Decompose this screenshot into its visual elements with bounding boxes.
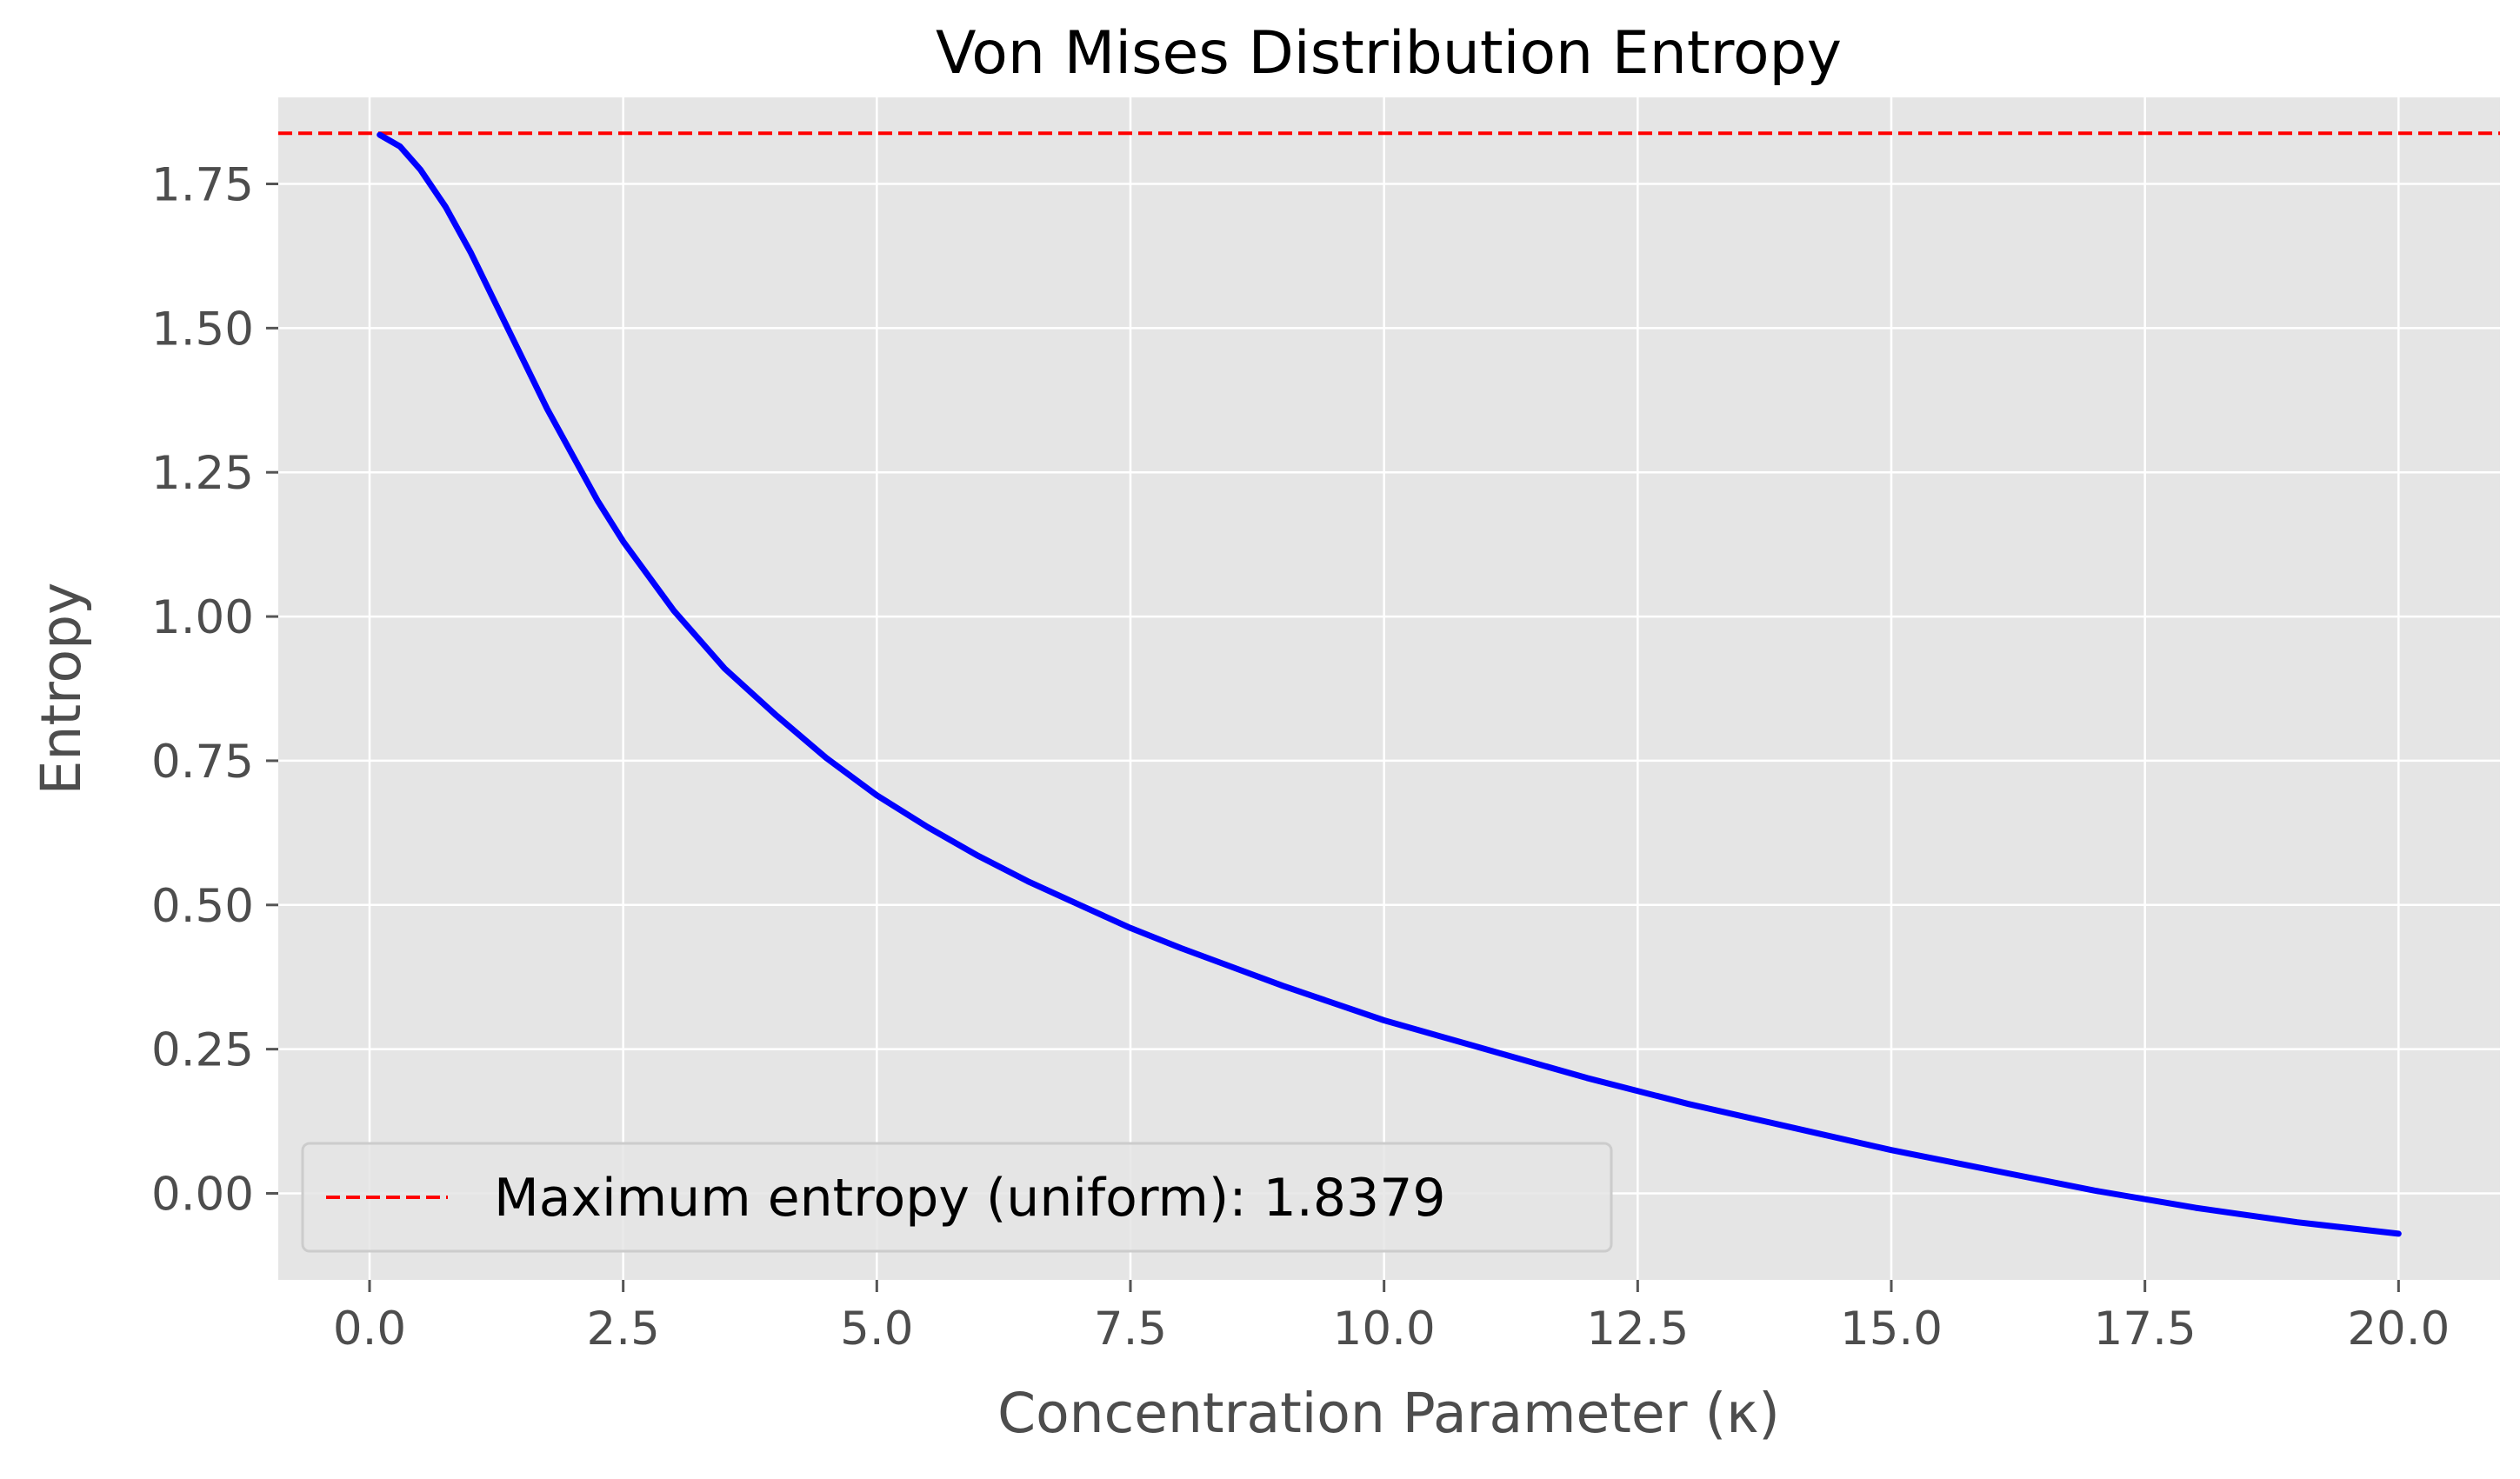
y-tick-label: 0.25 xyxy=(151,1024,254,1077)
y-tick-label: 1.00 xyxy=(151,591,254,644)
series-layer xyxy=(278,131,2500,1237)
x-tick-label: 2.5 xyxy=(587,1302,660,1356)
axis-ticks: 0.0 2.5 5.0 7.5 10.0 12.5 15.0 17.5 20.0 0.00 0.25… xyxy=(151,159,2450,1356)
y-tick-label: 0.75 xyxy=(151,736,254,789)
y-tick-label: 1.75 xyxy=(151,159,254,212)
legend: Maximum entropy (uniform): 1.8379 xyxy=(301,1142,1613,1253)
x-tick-label: 17.5 xyxy=(2094,1302,2197,1356)
legend-box xyxy=(301,1142,1613,1253)
y-axis-label: Entropy xyxy=(30,583,93,796)
y-tick-label: 0.00 xyxy=(151,1168,254,1221)
x-tick-label: 15.0 xyxy=(1840,1302,1943,1356)
x-tick-label: 5.0 xyxy=(840,1302,913,1356)
y-tick-label: 0.50 xyxy=(151,880,254,933)
legend-label: Maximum entropy (uniform): 1.8379 xyxy=(494,1168,1446,1229)
chart-title: Von Mises Distribution Entropy xyxy=(936,19,1842,88)
x-tick-label: 12.5 xyxy=(1586,1302,1689,1356)
x-tick-label: 0.0 xyxy=(333,1302,406,1356)
x-axis-label: Concentration Parameter (κ) xyxy=(997,1382,1780,1445)
y-tick-label: 1.50 xyxy=(151,303,254,356)
y-tick-label: 1.25 xyxy=(151,447,254,500)
plot-background xyxy=(278,97,2500,1280)
x-tick-label: 20.0 xyxy=(2347,1302,2450,1356)
x-tick-label: 7.5 xyxy=(1094,1302,1167,1356)
grid-lines xyxy=(278,97,2500,1280)
x-tick-label: 10.0 xyxy=(1333,1302,1436,1356)
entropy-series-line xyxy=(377,131,2402,1237)
